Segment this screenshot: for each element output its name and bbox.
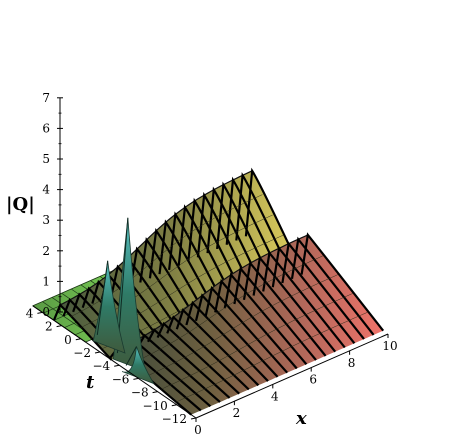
x-tick-label: 0: [194, 423, 202, 437]
t-tick: [114, 364, 120, 367]
t-tick: [133, 377, 139, 380]
surface-layer: [32, 167, 385, 416]
t-axis-line: [32, 305, 197, 419]
red-ridge-mesh-line: [214, 278, 298, 370]
x-tick-label: 8: [348, 356, 356, 370]
x-tick-label: 2: [233, 406, 241, 420]
z-tick-label: 6: [42, 121, 50, 135]
red-ridge-mesh-line: [233, 266, 317, 361]
t-tick: [56, 325, 62, 328]
t-tick-label: −12: [162, 412, 187, 426]
t-tick-label: 4: [26, 306, 34, 320]
red-ridge-mesh-line: [223, 272, 308, 366]
z-tick-label: 0: [42, 305, 50, 319]
red-ridge-mesh-line: [156, 321, 240, 395]
z-tick-label: 2: [42, 244, 50, 258]
t-tick: [75, 338, 81, 341]
red-ridge-mesh-line: [242, 260, 327, 357]
red-ridge-mesh-line: [147, 328, 231, 399]
t-tick-label: 0: [64, 333, 72, 347]
red-ridge-mesh-line: [194, 293, 279, 378]
red-ridge-mesh-line: [281, 241, 365, 340]
z-tick-label: 4: [42, 183, 50, 197]
t-tick-label: 2: [45, 320, 53, 334]
x-axis-line: [195, 333, 389, 419]
red-ridge-mesh-line: [300, 232, 385, 332]
red-ridge-mesh-line: [271, 245, 356, 344]
t-tick-label: −10: [142, 399, 167, 413]
x-tick-label: 4: [271, 389, 279, 403]
red-ridge-mesh-line: [166, 315, 250, 391]
x-tick-label: 6: [309, 373, 317, 387]
t-tick-label: −6: [112, 372, 130, 386]
red-ridge-mesh-line: [290, 236, 375, 336]
z-tick-label: 3: [42, 213, 50, 227]
red-ridge-contour: [160, 293, 354, 390]
t-tick: [94, 351, 101, 354]
z-tick-label: 1: [42, 274, 50, 288]
red-ridge-mesh-line: [185, 300, 269, 382]
red-ridge-mesh-line: [137, 333, 221, 403]
x-axis-label: x: [295, 408, 307, 429]
z-tick-label: 5: [42, 152, 50, 166]
t-tick: [152, 391, 158, 394]
peak-mesh-line: [96, 260, 109, 335]
z-axis-label: |Q|: [6, 194, 35, 215]
t-axis-label: t: [86, 372, 95, 393]
peak-mesh-line: [125, 346, 137, 366]
red-ridge-mesh-line: [252, 255, 337, 353]
red-ridge-contour: [130, 255, 324, 365]
red-ridge-contour: [175, 311, 369, 403]
red-ridge-mesh-line: [175, 308, 260, 387]
sheet-grid-line: [32, 267, 120, 307]
t-tick-label: −8: [131, 386, 149, 400]
red-ridge-contour: [145, 274, 339, 377]
t-tick: [37, 311, 43, 314]
t-tick: [171, 404, 177, 407]
t-tick-label: −2: [73, 346, 91, 360]
x-tick-label: 10: [382, 339, 397, 353]
z-tick-label: 7: [42, 91, 50, 105]
red-ridge-mesh-line: [262, 250, 346, 349]
t-tick-label: −4: [92, 359, 110, 373]
red-ridge-mesh-line: [204, 285, 289, 374]
t-tick: [190, 417, 197, 420]
